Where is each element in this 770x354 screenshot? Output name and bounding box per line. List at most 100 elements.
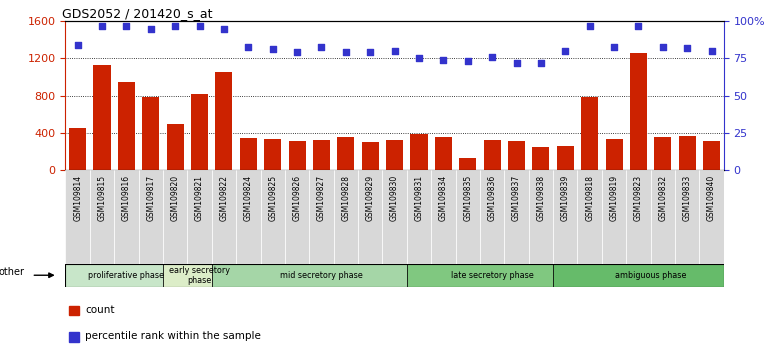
Point	[145, 26, 157, 32]
Bar	[605, 139, 623, 170]
Point	[461, 58, 474, 64]
Text: GSM109837: GSM109837	[512, 175, 521, 221]
Text: GSM109826: GSM109826	[293, 175, 302, 221]
Text: percentile rank within the sample: percentile rank within the sample	[85, 331, 261, 341]
Point	[193, 23, 206, 29]
Bar	[431, 170, 456, 264]
Bar	[166, 124, 184, 170]
Text: GSM109839: GSM109839	[561, 175, 570, 221]
Point	[681, 45, 693, 51]
Bar	[260, 170, 285, 264]
Text: early secretory
phase: early secretory phase	[169, 266, 230, 285]
Point	[559, 48, 571, 54]
Bar	[578, 170, 602, 264]
Bar	[508, 141, 525, 170]
Text: GSM109840: GSM109840	[707, 175, 716, 221]
Text: GSM109825: GSM109825	[268, 175, 277, 221]
Point	[388, 48, 400, 54]
Point	[511, 60, 523, 66]
Text: GSM109835: GSM109835	[464, 175, 472, 221]
Bar	[313, 140, 330, 170]
Bar	[678, 136, 696, 170]
Text: GSM109823: GSM109823	[634, 175, 643, 221]
Bar	[187, 170, 212, 264]
Bar	[333, 170, 358, 264]
Point	[218, 26, 230, 32]
Bar	[532, 147, 550, 170]
Text: mid secretory phase: mid secretory phase	[280, 271, 363, 280]
Bar	[553, 264, 724, 287]
Text: GSM109838: GSM109838	[537, 175, 545, 221]
Text: late secretory phase: late secretory phase	[450, 271, 534, 280]
Bar	[65, 170, 90, 264]
Bar	[480, 170, 504, 264]
Text: GSM109824: GSM109824	[244, 175, 253, 221]
Point	[705, 48, 718, 54]
Bar	[504, 170, 529, 264]
Text: GSM109827: GSM109827	[317, 175, 326, 221]
Bar	[191, 94, 208, 170]
Text: GSM109820: GSM109820	[171, 175, 179, 221]
Bar	[557, 146, 574, 170]
Text: other: other	[0, 267, 25, 277]
Bar	[69, 128, 86, 170]
Bar	[212, 170, 236, 264]
Bar	[264, 139, 281, 170]
Point	[632, 23, 644, 29]
Bar	[93, 65, 111, 170]
Point	[584, 23, 596, 29]
Bar	[285, 170, 310, 264]
Bar	[337, 137, 354, 170]
Bar	[484, 140, 500, 170]
Text: GSM109831: GSM109831	[414, 175, 424, 221]
Text: GSM109836: GSM109836	[487, 175, 497, 221]
Bar	[435, 137, 452, 170]
Bar	[529, 170, 553, 264]
Point	[242, 44, 254, 49]
Text: GSM109817: GSM109817	[146, 175, 156, 221]
Point	[120, 23, 132, 29]
Bar	[90, 170, 114, 264]
Text: GSM109833: GSM109833	[683, 175, 691, 221]
Bar	[626, 170, 651, 264]
Text: ambiguous phase: ambiguous phase	[615, 271, 686, 280]
Point	[315, 44, 327, 49]
Bar	[651, 170, 675, 264]
Text: GSM109815: GSM109815	[98, 175, 106, 221]
Point	[534, 60, 547, 66]
Bar	[212, 264, 407, 287]
Point	[340, 50, 352, 55]
Point	[169, 23, 181, 29]
Point	[72, 42, 84, 48]
Bar	[703, 141, 720, 170]
Text: GSM109830: GSM109830	[390, 175, 399, 221]
Bar	[386, 140, 403, 170]
Bar	[602, 170, 626, 264]
Bar	[239, 138, 257, 170]
Bar	[118, 82, 135, 170]
Text: proliferative phase: proliferative phase	[89, 271, 165, 280]
Bar	[675, 170, 699, 264]
Bar	[581, 97, 598, 170]
Bar	[456, 170, 480, 264]
Bar	[310, 170, 333, 264]
Bar	[407, 170, 431, 264]
Text: GSM109818: GSM109818	[585, 175, 594, 221]
Text: count: count	[85, 305, 115, 315]
Point	[266, 47, 279, 52]
Text: GSM109829: GSM109829	[366, 175, 375, 221]
Bar	[114, 170, 139, 264]
Bar	[289, 141, 306, 170]
Text: GSM109822: GSM109822	[219, 175, 229, 221]
Text: GSM109834: GSM109834	[439, 175, 448, 221]
Point	[657, 44, 669, 49]
Text: GSM109814: GSM109814	[73, 175, 82, 221]
Point	[413, 56, 425, 61]
Bar	[630, 53, 647, 170]
Bar	[216, 72, 233, 170]
Bar	[654, 137, 671, 170]
Bar	[163, 264, 212, 287]
Bar	[142, 97, 159, 170]
Bar	[410, 134, 427, 170]
Point	[437, 57, 450, 63]
